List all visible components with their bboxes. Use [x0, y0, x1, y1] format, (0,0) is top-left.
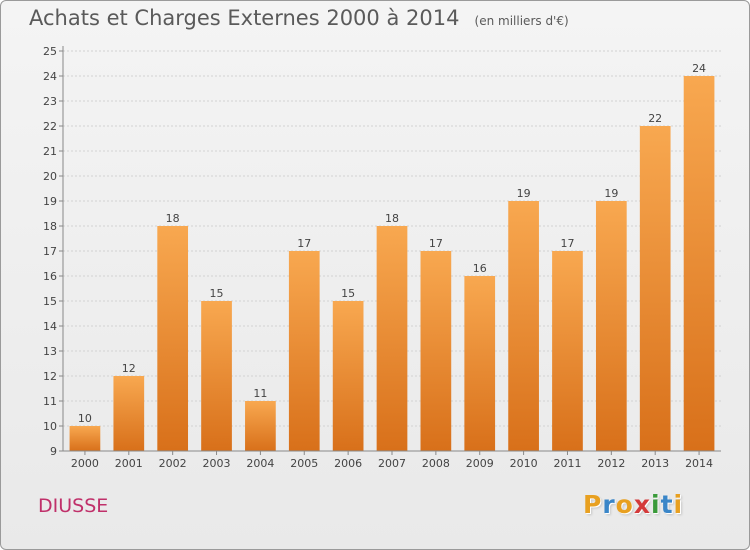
x-tick-label: 2011: [553, 457, 581, 470]
y-tick-label: 22: [43, 120, 57, 133]
y-tick-label: 13: [43, 345, 57, 358]
bar[interactable]: [288, 251, 320, 451]
x-tick-label: 2012: [597, 457, 625, 470]
title-row: Achats et Charges Externes 2000 à 2014 (…: [29, 6, 569, 30]
x-tick-label: 2010: [510, 457, 538, 470]
bar[interactable]: [639, 126, 671, 451]
logo-letter: P: [583, 490, 603, 519]
bar-value-label: 22: [648, 112, 662, 125]
bar[interactable]: [552, 251, 583, 451]
y-tick-label: 21: [43, 145, 57, 158]
label-layer: 10 12 18 15 11 17 15 18 17 16 19 17 19 22 24: [78, 62, 706, 425]
bar-value-label: 19: [604, 187, 618, 200]
y-tick-label: 12: [43, 370, 57, 383]
y-tick-label: 23: [43, 95, 57, 108]
y-tick-label: 10: [43, 420, 57, 433]
bar-value-label: 15: [210, 287, 224, 300]
bar[interactable]: [245, 401, 276, 451]
bar[interactable]: [508, 201, 539, 451]
logo-letter: x: [633, 490, 651, 519]
bar-value-label: 10: [78, 412, 92, 425]
chart-unit: (en milliers d'€): [474, 14, 569, 28]
bar-value-label: 17: [297, 237, 311, 250]
logo-letter: i: [651, 490, 661, 519]
y-tick-label: 17: [43, 245, 57, 258]
bar[interactable]: [113, 376, 145, 451]
bar[interactable]: [464, 276, 496, 451]
bar[interactable]: [157, 226, 189, 451]
bar-value-label: 18: [166, 212, 180, 225]
y-tick-label: 20: [43, 170, 57, 183]
commune-name: DIUSSE: [38, 495, 109, 517]
bar[interactable]: [201, 301, 232, 451]
chart-title: Achats et Charges Externes 2000 à 2014: [29, 6, 460, 30]
y-tick-label: 25: [43, 45, 57, 58]
y-tick-label: 14: [43, 320, 57, 333]
x-tick-label: 2000: [71, 457, 99, 470]
x-tick-label: 2005: [290, 457, 318, 470]
bar-value-label: 15: [341, 287, 355, 300]
logo-letter: t: [660, 490, 674, 519]
bar-value-label: 12: [122, 362, 136, 375]
y-tick-label: 24: [43, 70, 57, 83]
bar-value-label: 17: [429, 237, 443, 250]
bar-value-label: 18: [385, 212, 399, 225]
bar[interactable]: [683, 76, 715, 451]
y-tick-label: 16: [43, 270, 57, 283]
y-tick-label: 11: [43, 395, 57, 408]
x-tick-label: 2014: [685, 457, 713, 470]
axis-layer: 9 10 11 12 13 14 15 16 17 18 19 20 21 22 23 24 25 2000 200…: [43, 45, 721, 470]
x-tick-label: 2007: [378, 457, 406, 470]
bar-layer: [69, 76, 715, 451]
y-tick-label: 9: [50, 445, 57, 458]
bar-value-label: 17: [560, 237, 574, 250]
x-tick-label: 2004: [246, 457, 274, 470]
bar[interactable]: [332, 301, 364, 451]
bar-value-label: 11: [253, 387, 267, 400]
y-tick-label: 15: [43, 295, 57, 308]
x-tick-label: 2002: [159, 457, 187, 470]
logo-letter: o: [615, 490, 634, 519]
bar-value-label: 24: [692, 62, 706, 75]
x-tick-label: 2003: [203, 457, 231, 470]
logo-letter: i: [673, 490, 684, 519]
x-tick-label: 2009: [466, 457, 494, 470]
proxiti-logo[interactable]: Proxiti: [583, 490, 683, 519]
x-tick-label: 2013: [641, 457, 669, 470]
bar[interactable]: [69, 426, 101, 451]
bar[interactable]: [420, 251, 452, 451]
y-tick-label: 18: [43, 220, 57, 233]
bar[interactable]: [376, 226, 408, 451]
y-tick-label: 19: [43, 195, 57, 208]
bar[interactable]: [595, 201, 627, 451]
logo-letter: r: [602, 490, 616, 519]
x-tick-label: 2006: [334, 457, 362, 470]
x-tick-label: 2008: [422, 457, 450, 470]
bar-value-label: 16: [473, 262, 487, 275]
x-tick-label: 2001: [115, 457, 143, 470]
bar-value-label: 19: [517, 187, 531, 200]
